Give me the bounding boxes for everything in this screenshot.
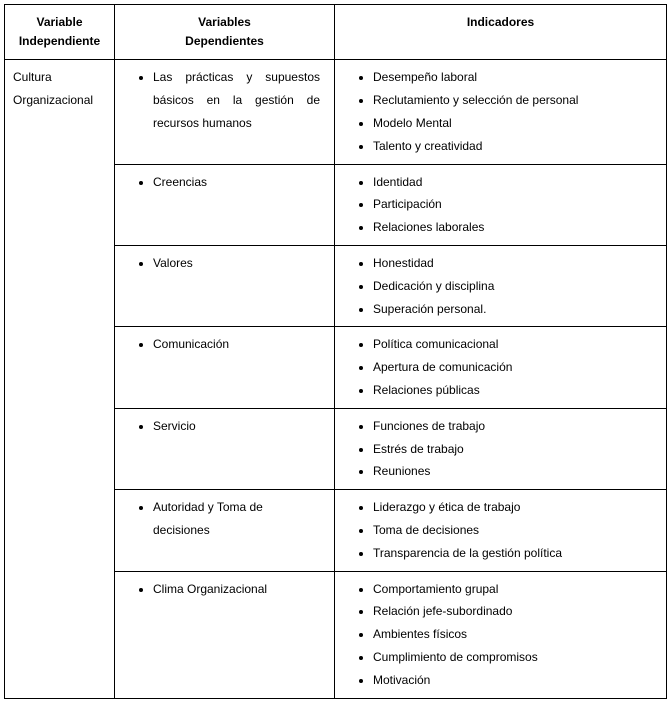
list-item: Dedicación y disciplina [373, 275, 658, 298]
list-item: Política comunicacional [373, 333, 658, 356]
list-item: Superación personal. [373, 298, 658, 321]
dependiente-list: Autoridad y Toma de decisiones [123, 496, 326, 542]
list-item: Apertura de comunicación [373, 356, 658, 379]
dependiente-list: Creencias [123, 171, 326, 194]
list-item: Las prácticas y supuestos básicos en la … [153, 66, 326, 134]
list-item: Honestidad [373, 252, 658, 275]
list-item: Autoridad y Toma de decisiones [153, 496, 326, 542]
list-item: Talento y creatividad [373, 135, 658, 158]
dependiente-list: Las prácticas y supuestos básicos en la … [123, 66, 326, 134]
list-item: Relaciones públicas [373, 379, 658, 402]
list-item: Estrés de trabajo [373, 438, 658, 461]
indicadores-list: Honestidad Dedicación y disciplinaSupera… [343, 252, 658, 320]
list-item: Motivación [373, 669, 658, 692]
dependiente-cell: Servicio [115, 408, 335, 489]
table-row: CulturaOrganizacionalLas prácticas y sup… [5, 60, 667, 164]
list-item: Liderazgo y ética de trabajo [373, 496, 658, 519]
list-item: Identidad [373, 171, 658, 194]
indicadores-list: Desempeño laboralReclutamiento y selecci… [343, 66, 658, 157]
list-item: Relaciones laborales [373, 216, 658, 239]
list-item: Relación jefe-subordinado [373, 600, 658, 623]
indicadores-cell: Comportamiento grupalRelación jefe-subor… [335, 571, 667, 698]
list-item: Cumplimiento de compromisos [373, 646, 658, 669]
header-dependientes: Variables Dependientes [115, 5, 335, 60]
list-item: Servicio [153, 415, 326, 438]
indicadores-list: Comportamiento grupalRelación jefe-subor… [343, 578, 658, 692]
list-item: Valores [153, 252, 326, 275]
indicadores-list: Liderazgo y ética de trabajoToma de deci… [343, 496, 658, 564]
indicadores-list: Política comunicacionalApertura de comun… [343, 333, 658, 401]
dependiente-list: Servicio [123, 415, 326, 438]
indicadores-cell: IdentidadParticipaciónRelaciones laboral… [335, 164, 667, 245]
header-indicadores: Indicadores [335, 5, 667, 60]
indicadores-list: IdentidadParticipaciónRelaciones laboral… [343, 171, 658, 239]
indicadores-cell: Liderazgo y ética de trabajoToma de deci… [335, 490, 667, 571]
list-item: Toma de decisiones [373, 519, 658, 542]
list-item: Participación [373, 193, 658, 216]
dependiente-cell: Creencias [115, 164, 335, 245]
independiente-cell: CulturaOrganizacional [5, 60, 115, 698]
dependiente-list: Clima Organizacional [123, 578, 326, 601]
indicadores-list: Funciones de trabajoEstrés de trabajoReu… [343, 415, 658, 483]
dependiente-list: Valores [123, 252, 326, 275]
list-item: Modelo Mental [373, 112, 658, 135]
dependiente-cell: Autoridad y Toma de decisiones [115, 490, 335, 571]
list-item: Transparencia de la gestión política [373, 542, 658, 565]
list-item: Reclutamiento y selección de personal [373, 89, 658, 112]
header-row: Variable Independiente Variables Dependi… [5, 5, 667, 60]
dependiente-cell: Comunicación [115, 327, 335, 408]
list-item: Reuniones [373, 460, 658, 483]
indicadores-cell: Política comunicacionalApertura de comun… [335, 327, 667, 408]
list-item: Comportamiento grupal [373, 578, 658, 601]
indicadores-cell: Funciones de trabajoEstrés de trabajoReu… [335, 408, 667, 489]
indicadores-cell: Desempeño laboralReclutamiento y selecci… [335, 60, 667, 164]
dependiente-cell: Clima Organizacional [115, 571, 335, 698]
dependiente-list: Comunicación [123, 333, 326, 356]
variables-table: Variable Independiente Variables Dependi… [4, 4, 667, 699]
list-item: Ambientes físicos [373, 623, 658, 646]
list-item: Comunicación [153, 333, 326, 356]
list-item: Funciones de trabajo [373, 415, 658, 438]
header-independiente: Variable Independiente [5, 5, 115, 60]
list-item: Clima Organizacional [153, 578, 326, 601]
dependiente-cell: Las prácticas y supuestos básicos en la … [115, 60, 335, 164]
indicadores-cell: Honestidad Dedicación y disciplinaSupera… [335, 245, 667, 326]
list-item: Desempeño laboral [373, 66, 658, 89]
dependiente-cell: Valores [115, 245, 335, 326]
list-item: Creencias [153, 171, 326, 194]
